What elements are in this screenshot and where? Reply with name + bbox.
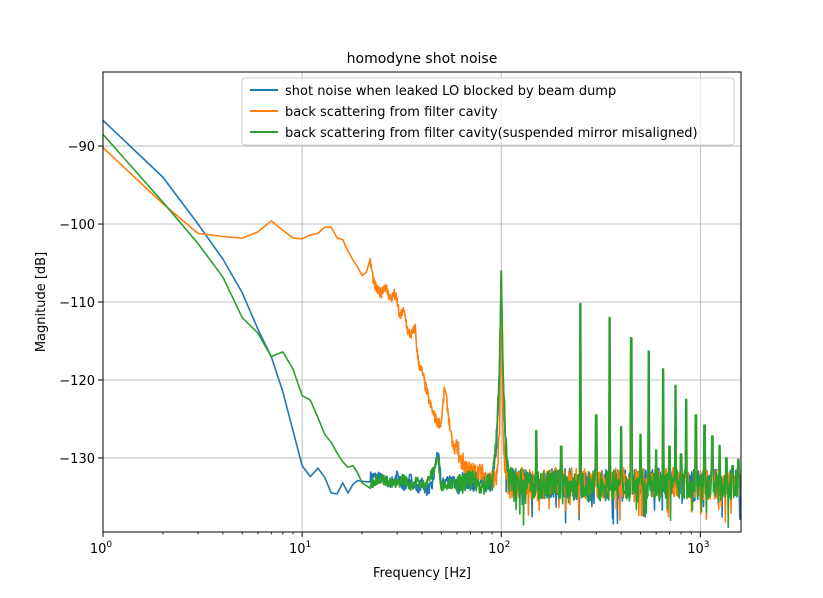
x-axis-label: Frequency [Hz] xyxy=(373,566,471,581)
y-tick-label: −110 xyxy=(59,296,95,311)
y-tick-label: −120 xyxy=(59,374,95,389)
x-tick-exponent: 2 xyxy=(505,540,511,550)
legend: shot noise when leaked LO blocked by bea… xyxy=(241,77,735,146)
y-tick-label: −90 xyxy=(68,140,95,155)
y-tick-label: −100 xyxy=(59,218,95,233)
x-tick-exponent: 1 xyxy=(306,540,312,550)
axis-ticks: 100 101 102 103−90−100−110−120−130 xyxy=(59,140,709,557)
legend-label-series-2: back scattering from filter cavity(suspe… xyxy=(285,126,698,141)
chart-title: homodyne shot noise xyxy=(347,51,498,67)
series-line-2 xyxy=(103,133,741,529)
y-tick-label: −130 xyxy=(59,452,95,467)
y-axis-label: Magnitude [dB] xyxy=(34,252,49,352)
x-tick-exponent: 3 xyxy=(704,540,710,550)
legend-label-series-1: back scattering from filter cavity xyxy=(285,105,498,120)
x-tick-exponent: 0 xyxy=(106,540,112,550)
legend-box xyxy=(241,77,735,146)
series-group xyxy=(103,119,741,529)
legend-label-series-0: shot noise when leaked LO blocked by bea… xyxy=(285,84,616,99)
